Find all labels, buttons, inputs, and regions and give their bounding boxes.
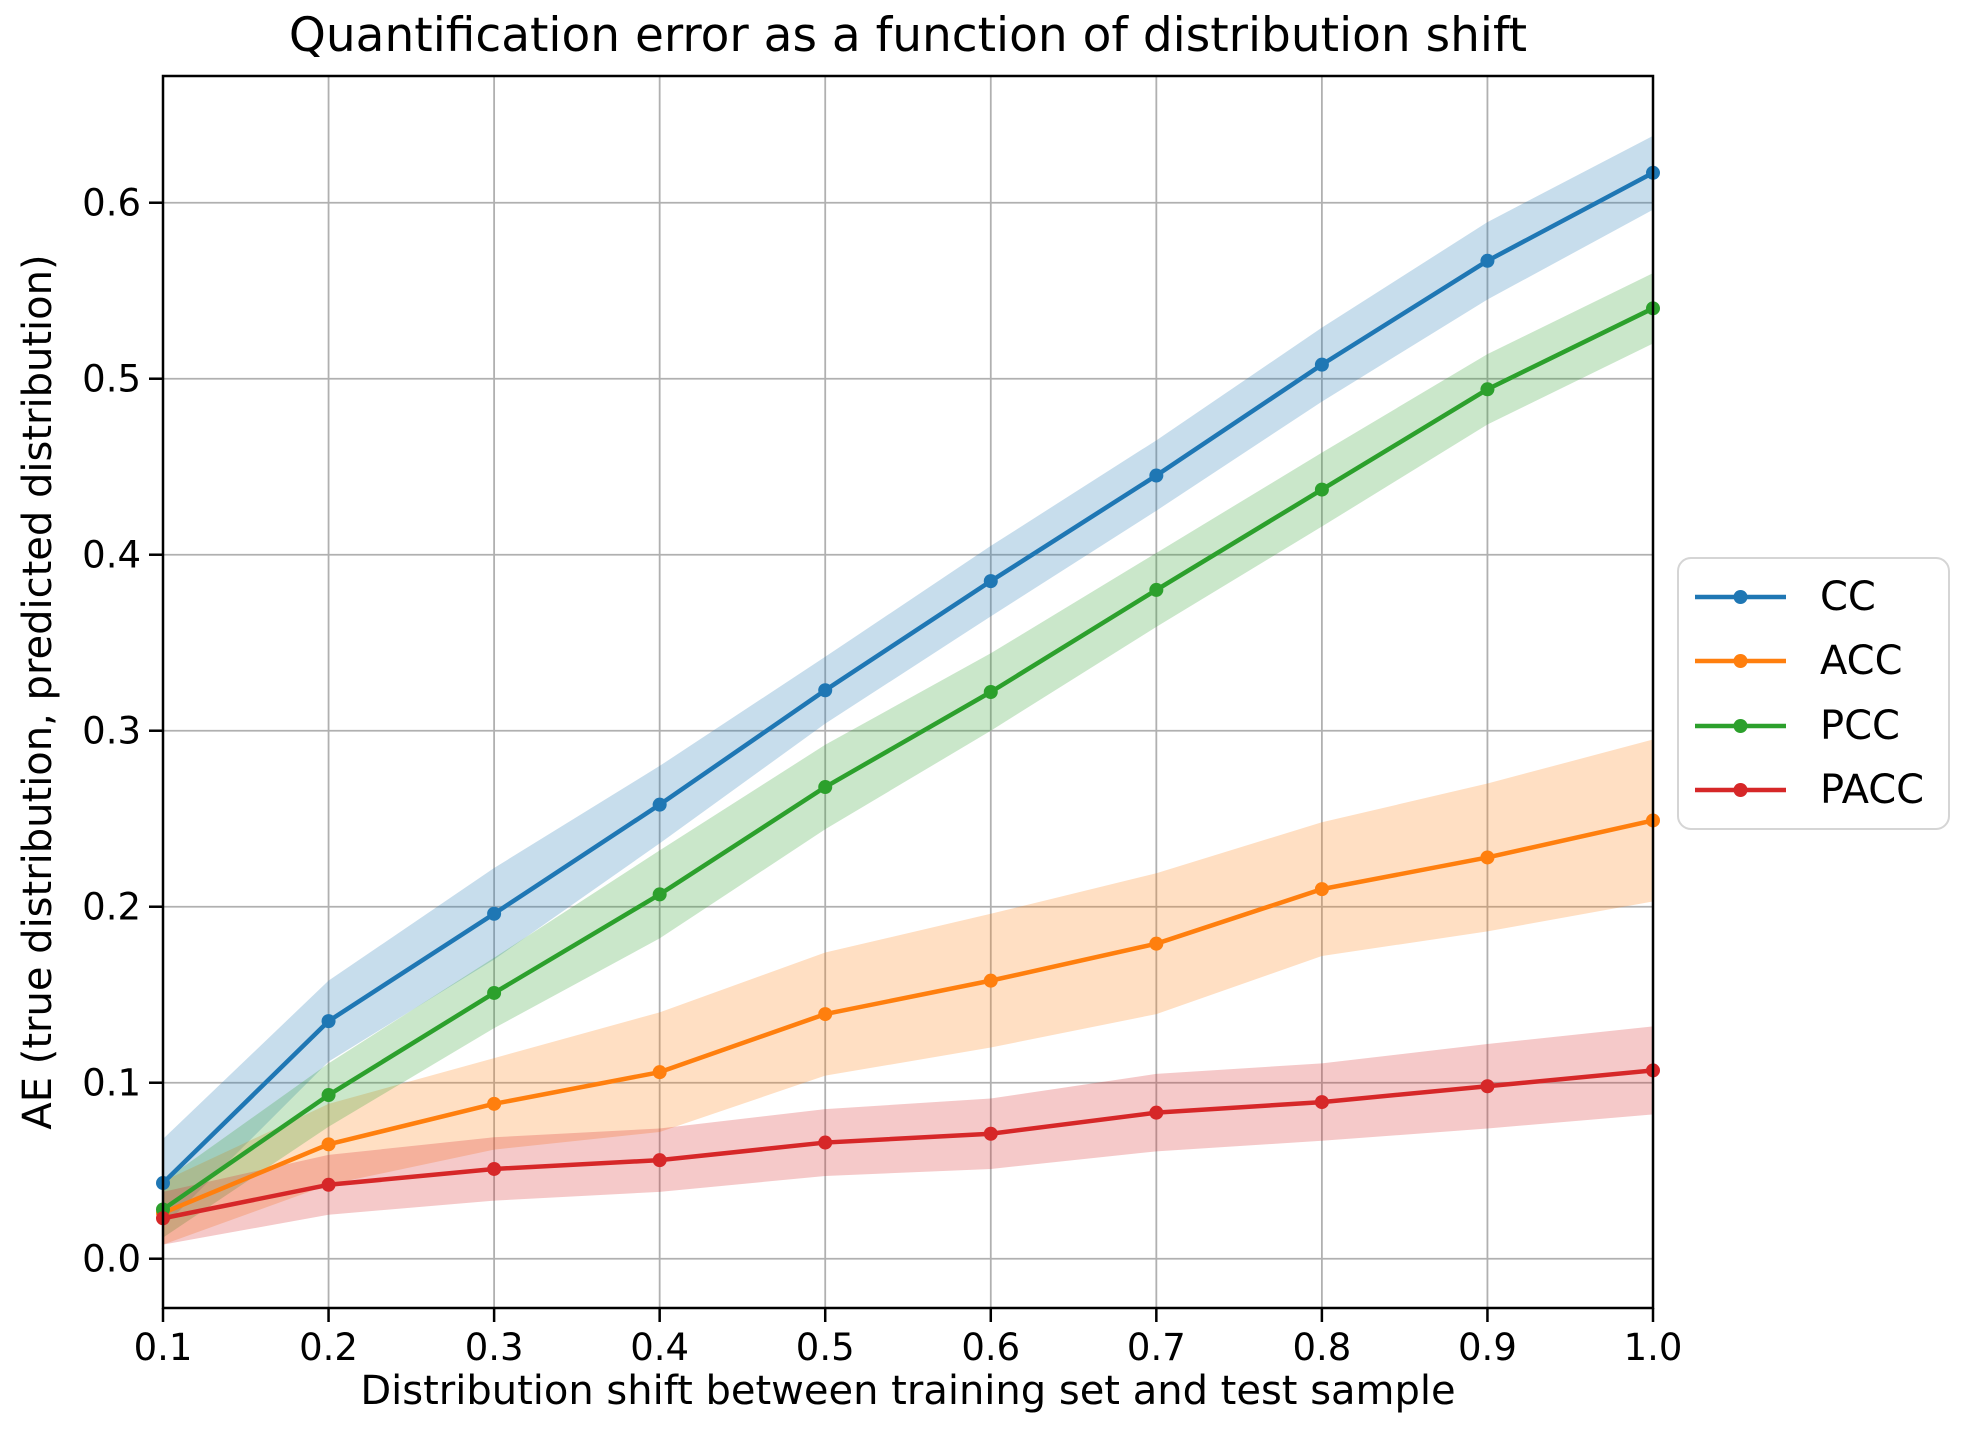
marker-pacc	[1149, 1105, 1164, 1120]
legend: CC ACC PCC PACC	[1677, 557, 1950, 830]
line-cc	[160, 170, 1656, 1186]
x-axis-label: Distribution shift between training set …	[360, 1368, 1456, 1414]
x-tick-label: 0.1	[134, 1326, 193, 1369]
marker-pcc	[487, 985, 502, 1000]
marker-acc	[983, 973, 998, 988]
marker-acc	[652, 1065, 667, 1080]
x-tick-label: 0.4	[630, 1326, 689, 1369]
x-tick-label: 0.8	[1292, 1326, 1351, 1369]
legend-label: ACC	[1820, 638, 1903, 685]
marker-cc	[487, 906, 502, 921]
y-tick-label: 0.4	[82, 534, 141, 577]
legend-line-sample-icon	[1695, 718, 1786, 733]
marker-pacc	[983, 1126, 998, 1141]
marker-pacc	[321, 1177, 336, 1192]
marker-cc	[1314, 357, 1329, 372]
marker-acc	[1314, 882, 1329, 897]
marker-acc	[818, 1007, 833, 1022]
y-tick-label: 0.6	[82, 182, 141, 225]
plot-border	[161, 74, 1655, 1310]
marker-pcc	[652, 887, 667, 902]
legend-item-cc: CC	[1679, 577, 1948, 617]
band-pacc	[163, 1026, 1653, 1245]
legend-item-pcc: PCC	[1679, 706, 1948, 746]
legend-label: CC	[1820, 574, 1876, 621]
band-cc	[163, 135, 1653, 1228]
band-acc	[163, 739, 1653, 1245]
line-pcc	[160, 306, 1656, 1212]
marker-pcc	[983, 685, 998, 699]
marker-pcc	[818, 780, 833, 795]
legend-label: PACC	[1820, 766, 1925, 813]
x-tick-label: 0.9	[1458, 1326, 1517, 1369]
y-tick-label: 0.0	[82, 1238, 141, 1281]
x-tick-label: 0.7	[1127, 1326, 1186, 1369]
y-tick-label: 0.2	[82, 886, 141, 929]
legend-line-sample-icon	[1695, 654, 1786, 669]
y-tick-label: 0.3	[82, 710, 141, 753]
y-axis-label: AE (true distribution, predicted distrib…	[15, 254, 61, 1130]
x-tick-label: 0.5	[796, 1326, 855, 1369]
marker-cc	[818, 683, 833, 698]
marker-pacc	[1314, 1095, 1329, 1110]
legend-label: PCC	[1820, 702, 1900, 749]
marker-acc	[321, 1137, 336, 1152]
legend-line-sample-icon	[1695, 782, 1786, 797]
marker-pcc	[321, 1088, 336, 1103]
marker-pacc	[818, 1135, 833, 1150]
x-tick-label: 0.6	[961, 1326, 1020, 1369]
y-tick-label: 0.5	[82, 358, 141, 401]
legend-item-acc: ACC	[1679, 641, 1948, 681]
line-acc	[160, 818, 1656, 1216]
marker-cc	[652, 797, 667, 812]
x-tick-label: 0.2	[299, 1326, 358, 1369]
chart-title: Quantification error as a function of di…	[288, 8, 1528, 63]
y-tick-label: 0.1	[82, 1062, 141, 1105]
legend-line-sample-icon	[1695, 590, 1786, 605]
marker-pcc	[1149, 582, 1164, 597]
line-pacc	[160, 1068, 1656, 1221]
marker-cc	[983, 574, 998, 589]
marker-pcc	[1480, 382, 1495, 397]
legend-item-pacc: PACC	[1679, 770, 1948, 810]
x-tick-label: 0.3	[465, 1326, 524, 1369]
marker-cc	[321, 1014, 336, 1029]
marker-acc	[1480, 850, 1495, 865]
x-tick-label: 1.0	[1624, 1326, 1683, 1369]
marker-cc	[1480, 253, 1495, 268]
marker-pacc	[652, 1153, 667, 1168]
marker-pacc	[1480, 1079, 1495, 1094]
marker-acc	[487, 1096, 502, 1111]
marker-pcc	[1314, 482, 1329, 497]
marker-acc	[1149, 936, 1164, 951]
marker-pacc	[487, 1161, 502, 1176]
marker-cc	[1149, 468, 1164, 483]
